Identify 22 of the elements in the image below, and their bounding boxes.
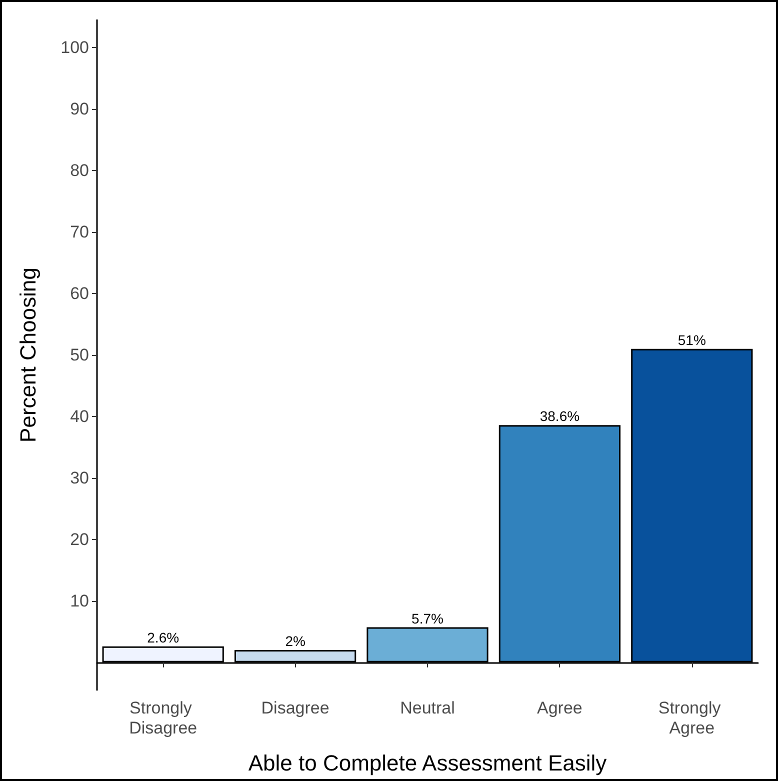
x-tick-label: Neutral	[400, 698, 455, 718]
x-tick-label: Strongly Agree	[658, 698, 726, 738]
y-tick-label: 80	[70, 161, 89, 180]
data-label: 38.6%	[540, 408, 580, 424]
x-tick-label: Agree	[537, 698, 582, 718]
data-label: 51%	[678, 332, 706, 348]
data-label: 2%	[285, 633, 306, 650]
y-tick-label: 50	[70, 346, 89, 364]
y-tick-label: 30	[70, 468, 89, 488]
y-tick-label: 90	[70, 100, 89, 119]
x-axis-title: Able to Complete Assessment Easily	[248, 750, 607, 776]
x-tick-label: Strongly Disagree	[129, 698, 198, 738]
y-tick-label: 10	[70, 591, 89, 610]
y-tick-label: 20	[70, 530, 89, 549]
data-label: 5.7%	[412, 610, 444, 626]
y-tick-label: 100	[60, 38, 89, 58]
y-axis-title: Percent Choosing	[16, 268, 40, 442]
data-label: 2.6%	[147, 629, 180, 646]
y-tick-label: 40	[70, 406, 89, 426]
y-tick-label: 70	[70, 222, 89, 242]
x-tick-label: Disagree	[261, 698, 330, 718]
y-tick-label: 60	[70, 284, 89, 304]
